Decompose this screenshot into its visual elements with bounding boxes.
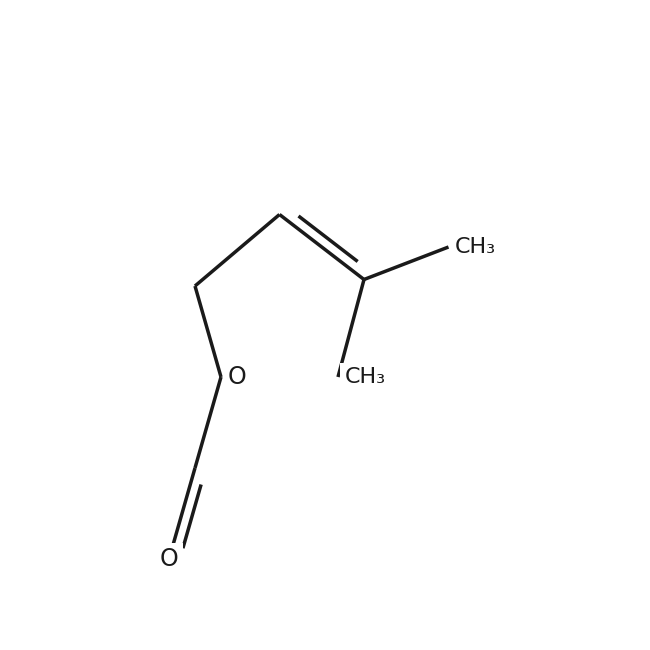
Text: CH₃: CH₃ <box>344 367 385 387</box>
Text: O: O <box>160 547 178 571</box>
Text: CH₃: CH₃ <box>455 237 496 257</box>
Text: O: O <box>227 365 246 389</box>
